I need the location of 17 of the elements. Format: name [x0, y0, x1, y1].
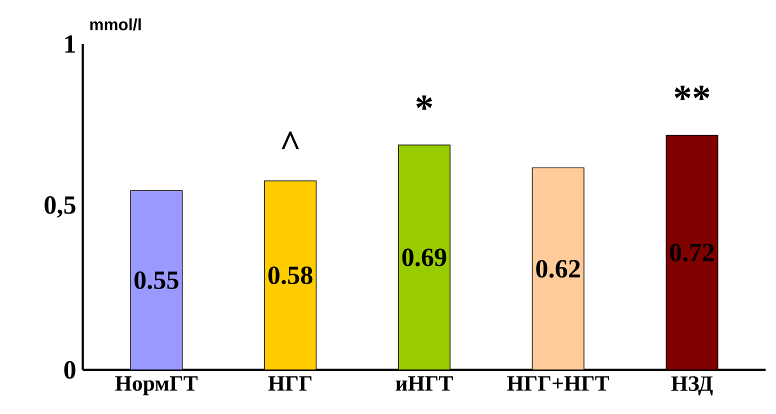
annotation: ^ — [282, 132, 300, 150]
data-label: 0.58 — [268, 266, 312, 284]
data-label: 0.72 — [670, 244, 714, 262]
annotation: ** — [674, 86, 710, 100]
y-tick-label: 0,5 — [44, 196, 76, 218]
y-axis-title: mmol/l — [90, 18, 141, 31]
x-tick-label: иНГТ — [396, 376, 453, 391]
y-tick-label: 0 — [64, 361, 76, 379]
annotation: * — [416, 96, 432, 110]
data-label: 0.69 — [402, 248, 446, 266]
x-tick-label: НормГТ — [115, 376, 198, 396]
data-label: 0.62 — [536, 260, 580, 278]
y-tick-label: 1 — [65, 35, 75, 53]
data-label: 0.55 — [134, 271, 178, 290]
x-tick-label: НГГ+НГТ — [507, 376, 610, 391]
x-tick-label: НГГ — [268, 376, 312, 391]
x-tick-label: НЗД — [671, 376, 713, 396]
